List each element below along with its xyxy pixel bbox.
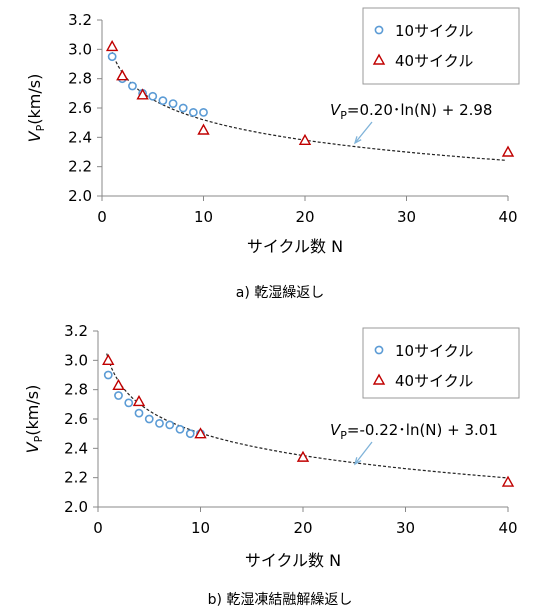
legend-marker-circle <box>374 345 384 355</box>
x-tick-label: 40 <box>498 519 517 537</box>
data-point-40-cycles <box>116 69 129 81</box>
y-tick-label: 3.2 <box>68 11 92 29</box>
equation-subscript: P <box>340 109 347 122</box>
data-point-10-cycles <box>124 398 134 408</box>
data-point-10-cycles <box>114 391 123 400</box>
equation-subscript: P <box>340 429 347 442</box>
equation-body: =0.20･ln(N) + 2.98 <box>347 101 493 119</box>
y-tick-label: 2.0 <box>68 187 92 205</box>
y-tick-label: 2.8 <box>64 381 88 399</box>
legend-box <box>362 7 520 85</box>
y-axis-label-subscript: P <box>32 435 45 442</box>
data-point-10-cycles <box>165 420 175 430</box>
y-tick-label: 2.6 <box>68 99 92 117</box>
equation-arrow <box>354 121 373 144</box>
data-point-40-cycles <box>298 133 312 145</box>
y-tick-label: 2.0 <box>64 498 88 516</box>
y-tick-label: 2.4 <box>68 128 92 146</box>
legend-marker-triangle <box>372 53 386 65</box>
data-point-40-cycles <box>136 88 149 100</box>
data-point-40-cycles <box>501 475 515 487</box>
x-tick-label: 30 <box>397 208 416 226</box>
y-tick-label: 3.0 <box>68 40 92 58</box>
y-axis-label-symbol: V <box>25 130 44 142</box>
data-point-10-cycles <box>158 96 168 106</box>
equation-symbol: V <box>330 101 342 119</box>
legend-label: 40サイクル <box>395 52 473 70</box>
data-point-10-cycles <box>107 52 117 62</box>
legend-label: 10サイクル <box>395 22 473 40</box>
y-tick-label: 2.6 <box>64 410 88 428</box>
y-tick-label: 3.0 <box>64 351 88 369</box>
data-point-40-cycles <box>112 378 125 390</box>
data-point-10-cycles <box>199 108 208 117</box>
x-tick-label: 10 <box>194 208 213 226</box>
data-point-40-cycles <box>194 427 207 439</box>
trendline-equation: VP=-0.22･ln(N) + 3.01 <box>330 421 498 442</box>
x-tick-label: 20 <box>293 519 312 537</box>
y-tick-label: 2.8 <box>68 70 92 88</box>
x-tick-label: 10 <box>191 519 210 537</box>
y-tick-label: 2.2 <box>64 469 88 487</box>
x-tick-label: 30 <box>396 519 415 537</box>
y-axis-label-unit: (km/s) <box>25 74 44 125</box>
data-point-10-cycles <box>128 81 137 91</box>
data-point-40-cycles <box>102 353 115 366</box>
equation-arrowhead <box>353 457 362 466</box>
trendline-equation: VP=0.20･ln(N) + 2.98 <box>330 101 492 122</box>
y-tick-label: 2.2 <box>68 158 92 176</box>
legend-marker-triangle <box>372 373 386 385</box>
data-point-10-cycles <box>185 429 195 439</box>
data-point-10-cycles <box>188 108 198 117</box>
chart-caption: b) 乾湿凍結融解繰返し <box>208 592 353 608</box>
data-point-10-cycles <box>168 99 178 108</box>
data-point-40-cycles <box>296 450 310 462</box>
data-point-10-cycles <box>175 424 185 434</box>
y-axis-label: VP(km/s) <box>25 74 47 143</box>
data-point-40-cycles <box>501 145 515 157</box>
x-tick-label: 20 <box>295 208 314 226</box>
x-tick-label: 0 <box>97 208 107 226</box>
data-point-10-cycles <box>144 414 154 424</box>
y-tick-label: 2.4 <box>64 439 88 457</box>
data-point-40-cycles <box>197 123 210 135</box>
legend-label: 10サイクル <box>395 342 473 360</box>
y-tick-label: 3.2 <box>64 322 88 340</box>
equation-symbol: V <box>330 421 342 439</box>
x-tick-label: 40 <box>498 208 517 226</box>
y-axis-label: VP(km/s) <box>23 385 45 454</box>
legend-label: 40サイクル <box>395 372 473 390</box>
equation-arrowhead <box>353 136 362 145</box>
legend-box <box>362 327 520 399</box>
y-axis-label-unit: (km/s) <box>23 385 42 436</box>
y-axis-label-symbol: V <box>23 441 42 453</box>
data-point-10-cycles <box>148 91 158 101</box>
chart-caption: a) 乾湿繰返し <box>236 285 325 301</box>
data-point-40-cycles <box>105 39 119 52</box>
y-axis-label-subscript: P <box>34 124 47 131</box>
data-point-40-cycles <box>132 394 146 407</box>
x-tick-label: 0 <box>93 519 103 537</box>
legend-marker-circle <box>374 25 384 35</box>
equation-arrow <box>354 441 373 465</box>
data-point-10-cycles <box>103 370 113 380</box>
data-point-10-cycles <box>155 418 164 428</box>
data-point-10-cycles <box>134 408 144 418</box>
x-axis-label: サイクル数 N <box>245 551 341 570</box>
data-point-10-cycles <box>178 103 188 113</box>
equation-body: =-0.22･ln(N) + 3.01 <box>347 421 498 439</box>
x-axis-label: サイクル数 N <box>247 237 343 256</box>
